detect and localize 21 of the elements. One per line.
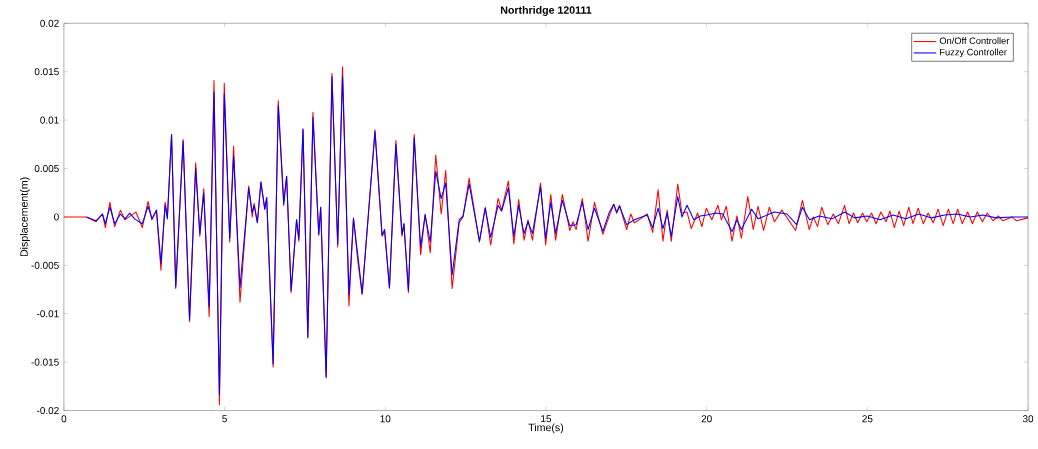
- x-tick-label: 20: [701, 415, 712, 423]
- x-tick-label: 0: [61, 415, 67, 423]
- x-tick-label: 30: [1022, 415, 1034, 423]
- y-tick-label: 0.01: [40, 116, 59, 124]
- legend-label: On/Off Controller: [939, 37, 1010, 44]
- legend-label: Fuzzy Controller: [940, 48, 1007, 58]
- y-tick-label: -0.015: [31, 358, 59, 366]
- x-axis-title: Time(s): [528, 423, 564, 434]
- y-tick-label: -0.005: [31, 261, 59, 269]
- chart-title: Northridge 120111: [500, 5, 592, 16]
- x-tick-label: 5: [222, 415, 227, 423]
- x-tick-label: 10: [380, 415, 391, 423]
- x-tick-label: 25: [862, 415, 873, 423]
- y-tick-label: -0.01: [36, 310, 59, 318]
- y-tick-label: 0: [54, 213, 59, 221]
- y-tick-label: -0.02: [36, 406, 59, 415]
- y-tick-label: 0.015: [34, 68, 59, 76]
- y-tick-label: 0.005: [34, 164, 59, 172]
- y-tick-label: 0.02: [40, 19, 59, 27]
- y-axis-title: Displacement(m): [19, 177, 30, 257]
- x-tick-label: 15: [541, 415, 552, 423]
